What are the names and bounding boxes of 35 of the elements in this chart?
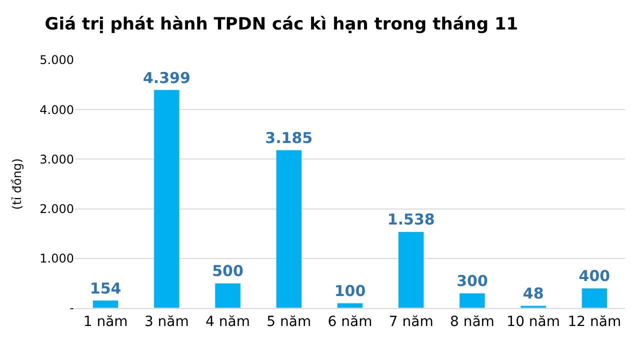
bar (398, 231, 424, 308)
y-tick-label: 1.000 (40, 252, 74, 266)
data-label: 3.185 (265, 129, 313, 148)
data-label: 400 (578, 267, 610, 286)
bar (581, 288, 608, 308)
x-tick-label: 5 năm (266, 314, 312, 330)
bar (520, 305, 546, 308)
data-label: 500 (212, 262, 244, 280)
x-tick-label: 1 năm (83, 314, 128, 330)
data-label: 4.399 (142, 68, 190, 87)
bar (154, 90, 180, 308)
x-tick-label: 3 năm (144, 314, 189, 330)
chart-title: Giá trị phát hành TPDN các kì hạn trong tháng 11 (44, 14, 518, 34)
y-tick-label: 5.000 (40, 53, 74, 68)
data-label: 100 (334, 282, 366, 300)
data-label: 300 (456, 272, 488, 290)
y-tick-label: 2.000 (40, 202, 74, 216)
y-axis-title: (tỉ đồng) (10, 158, 24, 210)
x-tick-label: 8 năm (450, 314, 494, 330)
data-label: 1.538 (387, 210, 435, 229)
x-tick-label: 6 năm (328, 314, 372, 330)
x-tick-label: 10 năm (506, 314, 560, 330)
bar (214, 282, 241, 308)
y-tick-label: 3.000 (40, 152, 74, 166)
x-tick-label: 7 năm (388, 314, 434, 330)
x-tick-label: 4 năm (206, 314, 250, 330)
bar (276, 150, 302, 308)
y-tick-label: - (70, 301, 74, 316)
y-tick-label: 4.000 (40, 102, 74, 117)
bar (336, 302, 364, 308)
x-tick-label: 12 năm (568, 314, 622, 330)
bar (459, 292, 486, 308)
data-label: 48 (522, 284, 544, 303)
bar (92, 300, 119, 308)
data-label: 154 (90, 279, 122, 298)
